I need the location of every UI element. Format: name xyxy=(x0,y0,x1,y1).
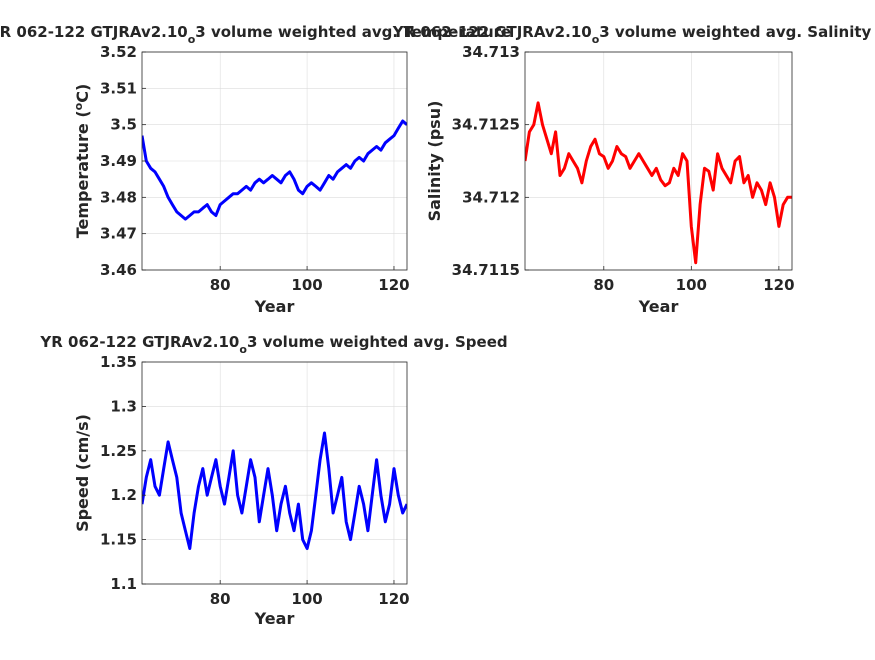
y-tick-label: 1.25 xyxy=(100,442,137,460)
x-tick-label: 100 xyxy=(676,276,707,294)
chart-3: 80 100 120 1.1 1.15 1.2 1.25 1.3 1.35 Year Speed (… xyxy=(39,333,507,628)
y-tick-label: 1.35 xyxy=(100,353,137,371)
y-tick-label: 1.1 xyxy=(110,575,137,593)
y-axis-label: Temperature (oC) xyxy=(72,84,92,239)
series-line xyxy=(142,431,407,550)
series-line xyxy=(525,101,792,265)
y-tick-label: 1.2 xyxy=(110,486,137,504)
x-tick-label: 80 xyxy=(210,276,231,294)
x-tick-label: 100 xyxy=(291,590,322,608)
plot-area xyxy=(142,362,407,584)
y-tick-label: 3.52 xyxy=(100,43,137,61)
y-tick-label: 34.712 xyxy=(462,188,520,206)
x-tick-label: 100 xyxy=(291,276,322,294)
x-axis-label: Year xyxy=(638,297,679,316)
series-line xyxy=(142,119,407,221)
y-axis-label: Speed (cm/s) xyxy=(73,414,92,532)
y-tick-label: 1.3 xyxy=(110,397,137,415)
y-tick-label: 3.46 xyxy=(100,261,137,279)
y-tick-label: 34.7125 xyxy=(452,116,520,134)
chart-title: YR 062-122 GTJRAv2.10o3 volume weighted … xyxy=(0,23,511,46)
chart-2: 80 100 120 34.7115 34.712 34.7125 34.713 Year Sa… xyxy=(392,23,872,316)
plot-area xyxy=(525,52,792,270)
y-tick-label: 34.713 xyxy=(462,43,520,61)
chart-title: YR 062-122 GTJRAv2.10o3 volume weighted … xyxy=(39,333,507,356)
x-axis-label: Year xyxy=(254,297,295,316)
x-tick-label: 120 xyxy=(763,276,794,294)
x-tick-label: 120 xyxy=(378,590,409,608)
x-axis-label: Year xyxy=(254,609,295,628)
y-axis-label: Salinity (psu) xyxy=(425,101,444,222)
chart-1: 80 100 120 3.46 3.47 3.48 3.49 3.5 3.51 3.52 Year T… xyxy=(0,23,511,316)
y-tick-label: 3.49 xyxy=(100,152,137,170)
y-tick-label: 3.51 xyxy=(100,79,137,97)
y-tick-label: 34.7115 xyxy=(452,261,520,279)
x-tick-label: 80 xyxy=(210,590,231,608)
y-tick-label: 3.5 xyxy=(110,116,137,134)
y-tick-label: 1.15 xyxy=(100,531,137,549)
axes-box xyxy=(141,361,408,585)
y-tick-label: 3.47 xyxy=(100,225,137,243)
x-tick-label: 120 xyxy=(378,276,409,294)
y-tick-label: 3.48 xyxy=(100,188,137,206)
chart-title: YR 062-122 GTJRAv2.10o3 volume weighted … xyxy=(392,23,872,46)
x-tick-label: 80 xyxy=(593,276,614,294)
axes-box xyxy=(524,51,793,271)
